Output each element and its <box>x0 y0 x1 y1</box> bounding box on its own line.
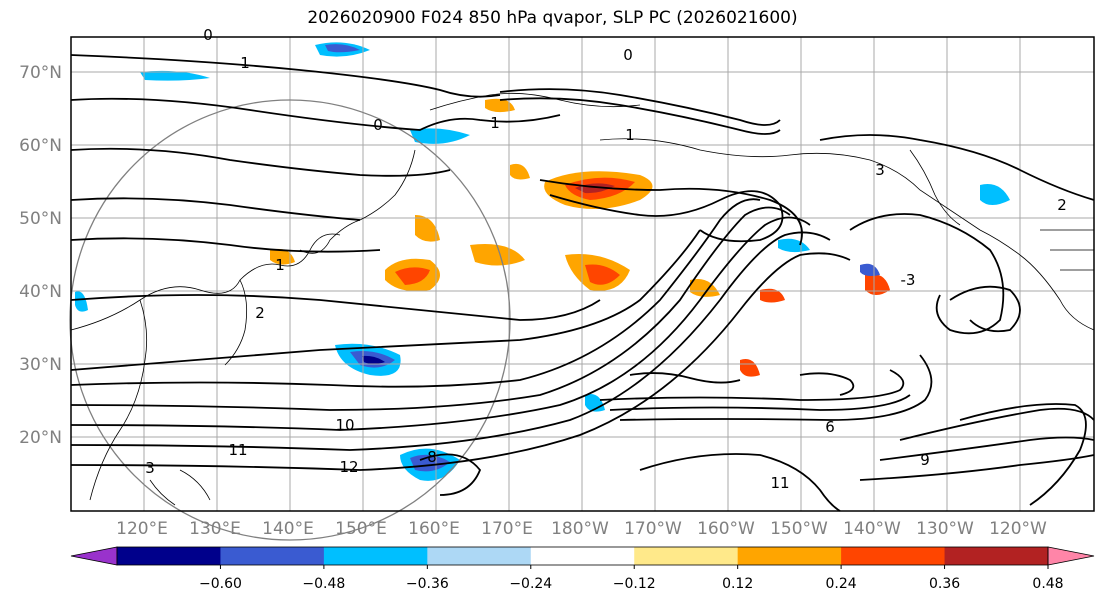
dry-blob <box>980 184 1010 205</box>
slp-contours <box>70 54 1095 512</box>
dry-blob <box>860 263 880 276</box>
colorbar-tick-label: 0.48 <box>1032 576 1063 592</box>
lat-label: 60°N <box>19 136 62 156</box>
colorbar-tick-label: −0.12 <box>613 576 656 592</box>
contour-label: 2 <box>255 304 265 322</box>
colorbar-segment <box>737 547 842 565</box>
lat-label: 70°N <box>19 63 62 83</box>
contour-label: 2 <box>1057 196 1067 214</box>
moisture-blob <box>760 288 785 303</box>
lon-label: 140°W <box>843 519 901 539</box>
colorbar-segment <box>117 547 221 565</box>
moisture-blob <box>865 274 890 295</box>
dry-blob <box>410 128 470 144</box>
colorbar-segment <box>944 547 1049 565</box>
lon-label: 160°E <box>408 519 460 539</box>
colorbar-outline <box>116 546 1049 566</box>
colorbar-ticks: −0.60 −0.48 −0.36 −0.24 −0.12 0.12 0.24 0.36 0.4… <box>199 565 1064 592</box>
lon-label: 160°W <box>697 519 755 539</box>
contour-label: 3 <box>875 161 885 179</box>
colorbar-tick-label: 0.12 <box>722 576 753 592</box>
dry-blob <box>362 355 385 364</box>
colorbar-segment <box>220 547 325 565</box>
graticule <box>71 37 1094 511</box>
reference-circle <box>69 99 511 541</box>
moisture-blob <box>470 244 525 266</box>
colorbar-segment <box>634 547 739 565</box>
contour-label: 0 <box>623 46 633 64</box>
moisture-blob <box>270 248 295 265</box>
dry-blob <box>410 454 450 472</box>
lon-label: 140°E <box>262 519 314 539</box>
moisture-blob <box>585 264 620 285</box>
contour-label: 6 <box>825 418 835 436</box>
contour-label: 3 <box>145 459 155 477</box>
lat-label: 20°N <box>19 428 62 448</box>
lon-label: 130°E <box>189 519 241 539</box>
colorbar-tick-label: −0.48 <box>302 576 345 592</box>
dry-blob <box>75 291 88 312</box>
moisture-blob <box>485 98 515 113</box>
colorbar-segment <box>841 547 946 565</box>
contour-label: 1 <box>490 114 500 132</box>
contour-label: 0 <box>203 26 213 44</box>
colorbar-tick-label: 0.36 <box>929 576 960 592</box>
lon-label: 170°W <box>624 519 682 539</box>
lon-label: 150°E <box>335 519 387 539</box>
contour-label: 11 <box>770 474 789 492</box>
lon-label: 150°W <box>770 519 828 539</box>
colorbar <box>70 546 1095 566</box>
colorbar-tick-label: −0.24 <box>509 576 552 592</box>
latitude-labels: 70°N 60°N 50°N 40°N 30°N 20°N <box>19 63 62 448</box>
contour-label: 11 <box>228 441 247 459</box>
lat-label: 50°N <box>19 209 62 229</box>
moisture-blob <box>395 267 430 285</box>
colorbar-segment <box>530 547 635 565</box>
dry-blob <box>140 70 210 81</box>
lat-label: 40°N <box>19 282 62 302</box>
lat-label: 30°N <box>19 355 62 375</box>
contour-label: 1 <box>275 256 285 274</box>
lon-label: 130°W <box>916 519 974 539</box>
contour-label: 8 <box>427 448 437 466</box>
map-title: 2026020900 F024 850 hPa qvapor, SLP PC (… <box>307 8 798 28</box>
lon-label: 120°E <box>116 519 168 539</box>
contour-label: 0 <box>373 116 383 134</box>
colorbar-extend-max <box>1047 546 1095 566</box>
colorbar-segment <box>323 547 428 565</box>
colorbar-segment <box>427 547 532 565</box>
lon-label: 170°E <box>481 519 533 539</box>
contour-label: 12 <box>339 458 358 476</box>
moisture-blob <box>690 279 720 297</box>
colorbar-tick-label: −0.36 <box>406 576 449 592</box>
colorbar-extend-min <box>70 546 118 566</box>
longitude-labels: 120°E 130°E 140°E 150°E 160°E 170°E 180°W 170°W… <box>116 519 1047 539</box>
contour-label: -3 <box>901 271 916 289</box>
moisture-blob <box>740 359 760 377</box>
contour-label: 1 <box>625 126 635 144</box>
moisture-blob <box>510 163 530 180</box>
lon-label: 180°W <box>551 519 609 539</box>
colorbar-tick-label: −0.60 <box>199 576 242 592</box>
moisture-blob <box>415 215 440 242</box>
qvapor-shading <box>75 42 1010 481</box>
contour-label: 9 <box>920 451 930 469</box>
dry-blob <box>778 238 810 253</box>
contour-label: 10 <box>335 416 354 434</box>
contour-label: 1 <box>240 54 250 72</box>
lon-label: 120°W <box>989 519 1047 539</box>
dry-blob <box>325 44 360 53</box>
map-frame <box>70 36 1095 512</box>
colorbar-tick-label: 0.24 <box>826 576 857 592</box>
